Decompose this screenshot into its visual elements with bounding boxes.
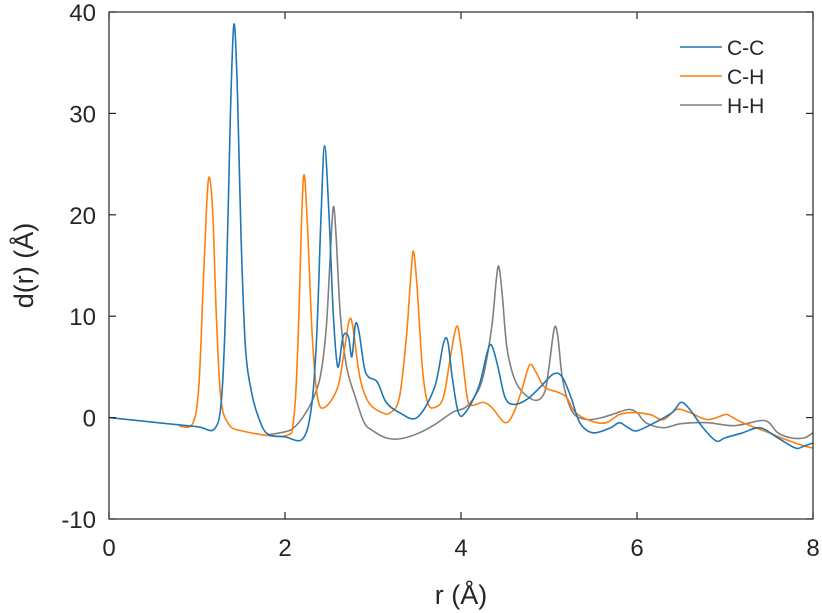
x-tick-label: 0 <box>102 535 115 562</box>
y-tick-label: 0 <box>83 406 96 433</box>
x-tick-label: 4 <box>454 535 467 562</box>
y-tick-label: 20 <box>69 203 96 230</box>
x-tick-label: 8 <box>806 535 819 562</box>
legend: C-C C-H H-H <box>680 37 764 118</box>
y-axis-label: d(r) (Å) <box>8 223 39 308</box>
y-tick-label: 30 <box>69 101 96 128</box>
x-axis-label: r (Å) <box>435 579 487 610</box>
x-tick-label: 6 <box>630 535 643 562</box>
y-tick-label: -10 <box>61 507 96 534</box>
plot-area <box>108 23 814 450</box>
axis-ticks <box>108 11 814 520</box>
series-line-h-h <box>267 205 814 441</box>
legend-label-c-h: C-H <box>727 66 764 89</box>
y-tick-label: 10 <box>69 304 96 331</box>
y-tick-label: 40 <box>69 0 96 27</box>
series-line-c-h <box>179 174 814 449</box>
legend-label-c-c: C-C <box>727 37 764 60</box>
series-line-c-c <box>108 23 814 450</box>
legend-label-h-h: H-H <box>727 95 764 118</box>
x-tick-label: 2 <box>278 535 291 562</box>
